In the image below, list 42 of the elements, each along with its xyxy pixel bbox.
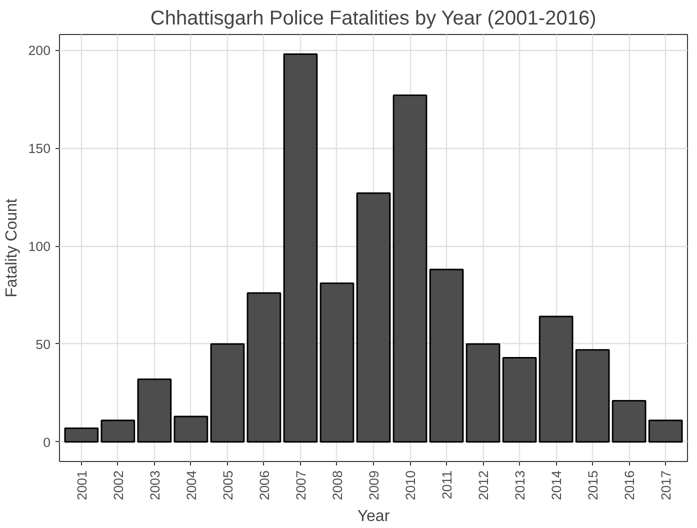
- chart-title: Chhattisgarh Police Fatalities by Year (2001-2016): [150, 8, 596, 30]
- bar: [648, 420, 683, 443]
- x-tick-label: 2012: [476, 470, 492, 500]
- x-axis-title: Year: [357, 508, 390, 526]
- x-tick-label: 2006: [256, 470, 272, 500]
- x-tick-label: 2015: [586, 470, 601, 500]
- bar: [320, 282, 354, 443]
- bar: [575, 349, 610, 443]
- y-axis-title: Fatality Count: [3, 198, 20, 298]
- x-tick-label: 2004: [184, 470, 199, 500]
- bar: [210, 343, 245, 443]
- bar: [246, 292, 282, 443]
- bar: [502, 356, 537, 443]
- x-tick-label: 2017: [658, 470, 674, 500]
- x-tick-label: 2010: [403, 470, 418, 500]
- bar: [538, 316, 574, 443]
- bar: [429, 268, 464, 443]
- y-tick-label: 50: [36, 336, 51, 352]
- x-tick-label: 2016: [622, 470, 638, 500]
- y-tick-label: 150: [28, 141, 51, 156]
- x-tick-label: 2005: [220, 470, 236, 500]
- x-tick-label: 2013: [512, 470, 528, 500]
- x-tick-label: 2011: [440, 470, 455, 500]
- x-tick-label: 2001: [74, 470, 90, 500]
- bar: [137, 378, 172, 443]
- y-tick-label: 0: [43, 434, 51, 450]
- bar: [64, 427, 99, 443]
- bar: [392, 94, 428, 443]
- bar: [356, 192, 391, 443]
- x-tick-label: 2003: [147, 470, 162, 500]
- bar: [283, 53, 318, 443]
- bar: [100, 420, 136, 443]
- bar: [612, 400, 646, 443]
- x-tick-label: 2002: [110, 470, 126, 500]
- x-tick-label: 2009: [366, 470, 382, 500]
- y-tick-label: 100: [28, 239, 51, 254]
- bar: [466, 343, 500, 443]
- y-tick-label: 200: [28, 43, 51, 58]
- x-tick-label: 2008: [330, 470, 345, 500]
- x-tick-label: 2014: [549, 470, 564, 500]
- x-tick-label: 2007: [293, 470, 308, 500]
- bar: [174, 416, 208, 443]
